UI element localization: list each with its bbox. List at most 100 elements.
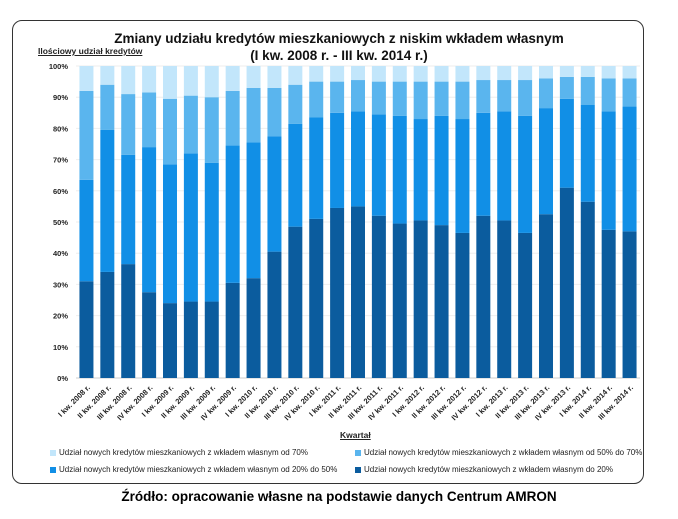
bar-segment	[142, 292, 157, 378]
bar-segment	[455, 232, 470, 378]
title-line: Zmiany udziału kredytów mieszkaniowych z…	[114, 31, 564, 46]
bar-segment	[142, 92, 157, 148]
bar-segment	[79, 179, 94, 282]
bar-segment	[371, 81, 386, 115]
bar-segment	[392, 115, 407, 224]
bar-segment	[100, 66, 115, 85]
bar-segment	[183, 95, 198, 154]
legend-swatch	[50, 449, 56, 456]
legend-swatch	[355, 449, 361, 456]
bar-segment	[518, 80, 533, 116]
subtitle-line: (I kw. 2008 r. - III kw. 2014 r.)	[250, 48, 428, 63]
bar-segment	[559, 98, 574, 188]
bar-segment	[476, 80, 491, 113]
bar-segment	[497, 220, 512, 378]
source-note: Źródło: opracowanie własne na podstawie …	[121, 489, 557, 504]
bar-segment	[121, 94, 136, 155]
bar-segment	[580, 76, 595, 105]
bar-segment	[330, 112, 345, 208]
bar-segment	[204, 66, 219, 98]
bar-segment	[351, 66, 365, 81]
bar-segment	[434, 115, 449, 226]
bar-segment	[183, 153, 198, 302]
bar-segment	[497, 111, 512, 221]
bar-segment	[330, 207, 345, 378]
bar-segment	[246, 66, 261, 88]
bar-segment	[163, 98, 177, 165]
bar-segment	[539, 214, 553, 378]
chart-title: Zmiany udziału kredytów mieszkaniowych z…	[0, 30, 678, 64]
bar-segment	[309, 218, 324, 378]
bar-segment	[392, 66, 407, 82]
bar-segment	[79, 281, 94, 378]
y-tick-label: 100%	[49, 62, 69, 71]
bar-segment	[518, 232, 533, 378]
bar-segment	[413, 119, 428, 221]
bar-segment	[142, 147, 157, 293]
bar-segment	[100, 271, 115, 378]
bar-segment	[580, 66, 595, 77]
bar-segment	[225, 90, 240, 146]
bar-segment	[622, 78, 637, 107]
bar-segment	[163, 164, 177, 304]
bar-segment	[225, 145, 240, 283]
bar-segment	[455, 119, 470, 233]
bar-segment	[330, 66, 345, 82]
legend-swatch	[50, 466, 56, 473]
bar-segment	[267, 251, 282, 378]
bar-segment	[371, 215, 386, 378]
bar-segment	[288, 123, 303, 227]
y-axis-label: Ilościowy udział kredytów	[38, 46, 143, 56]
bar-segment	[330, 81, 345, 113]
bar-segment	[413, 81, 428, 120]
bar-segment	[580, 105, 595, 202]
legend-label: Udział nowych kredytów mieszkaniowych z …	[59, 448, 308, 457]
bar-segment	[121, 264, 136, 378]
bar-segment	[539, 108, 553, 215]
bar-segment	[559, 66, 574, 77]
bar-segment	[225, 282, 240, 378]
bar-segment	[163, 66, 177, 99]
legend-item: Udział nowych kredytów mieszkaniowych z …	[50, 448, 308, 457]
bar-segment	[267, 66, 282, 88]
bar-segment	[413, 66, 428, 82]
y-tick-label: 70%	[53, 156, 68, 165]
bar-segment	[246, 87, 261, 143]
bar-segment	[309, 81, 324, 118]
y-tick-label: 40%	[53, 249, 68, 258]
bar-segment	[100, 129, 115, 272]
bar-segment	[183, 301, 198, 378]
bar-segment	[601, 66, 616, 79]
bar-segment	[559, 76, 574, 99]
bar-segment	[246, 142, 261, 279]
y-tick-label: 50%	[53, 218, 68, 227]
legend-item: Udział nowych kredytów mieszkaniowych z …	[355, 465, 613, 474]
legend-label: Udział nowych kredytów mieszkaniowych z …	[364, 465, 613, 474]
y-tick-label: 80%	[53, 124, 68, 133]
bar-segment	[79, 66, 94, 91]
bar-segment	[497, 80, 512, 112]
legend-item: Udział nowych kredytów mieszkaniowych z …	[50, 465, 337, 474]
bar-segment	[539, 78, 553, 109]
bar-segment	[204, 301, 219, 378]
legend-label: Udział nowych kredytów mieszkaniowych z …	[364, 448, 643, 457]
y-tick-label: 30%	[53, 280, 68, 289]
bar-segment	[204, 97, 219, 163]
bar-segment	[142, 66, 157, 93]
bar-segment	[309, 117, 324, 219]
bar-segment	[476, 66, 491, 81]
bar-segment	[121, 154, 136, 265]
bar-segment	[288, 84, 303, 124]
bar-segment	[163, 303, 177, 378]
bar-segment	[601, 229, 616, 378]
legend-item: Udział nowych kredytów mieszkaniowych z …	[355, 448, 642, 457]
bar-segment	[392, 81, 407, 116]
bar-segment	[518, 115, 533, 233]
bar-segment	[622, 231, 637, 378]
bar-segment	[204, 162, 219, 302]
y-tick-label: 60%	[53, 187, 68, 196]
bar-segment	[434, 66, 449, 82]
bar-segment	[601, 111, 616, 230]
bar-segment	[497, 66, 512, 81]
